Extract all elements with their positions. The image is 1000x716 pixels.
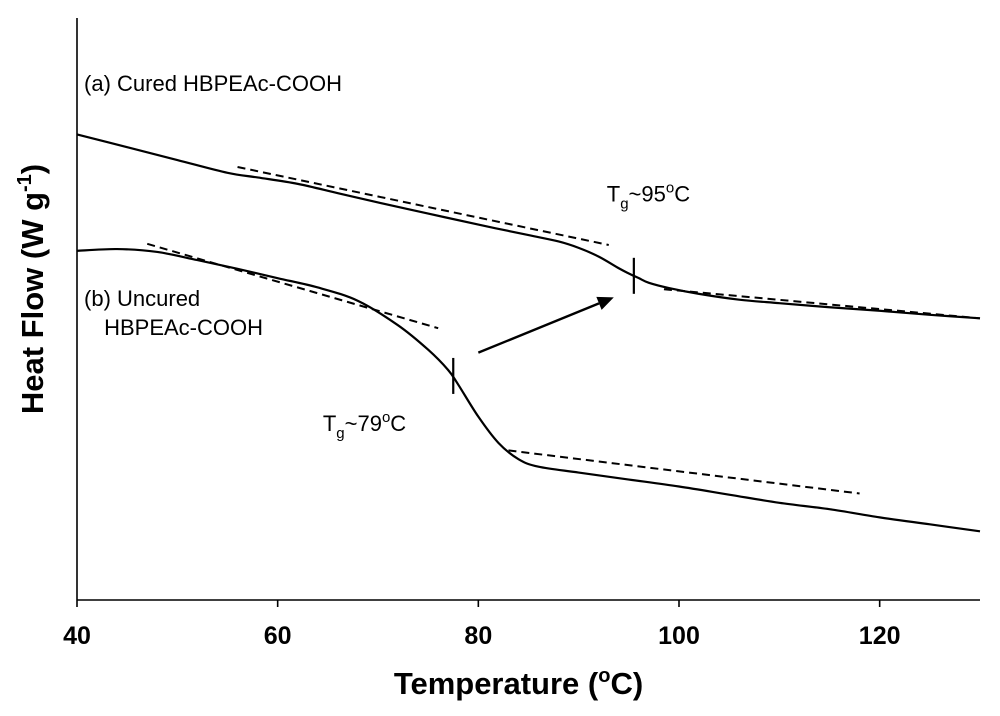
shift-arrow [477, 296, 614, 354]
y-axis-title-main: Heat Flow (W g [15, 192, 50, 414]
x-ticks: 40 60 80 100 120 [63, 600, 901, 650]
y-axis-title-end: ) [15, 164, 50, 174]
shift-arrow-head [596, 296, 614, 310]
x-axis-title-end: C) [610, 666, 643, 701]
annotation-label-b2: HBPEAc-COOH [104, 315, 263, 340]
x-axis-title: Temperature (oC) [394, 665, 643, 701]
series-line-cured [76, 133, 981, 320]
x-tick-label-40: 40 [63, 622, 91, 650]
annotation-label-a: (a) Cured HBPEAc-COOH [84, 71, 342, 96]
baseline-tangent-3 [508, 449, 860, 495]
x-tick-label-100: 100 [658, 622, 700, 650]
x-tick-label-80: 80 [464, 622, 492, 650]
annotations: (a) Cured HBPEAc-COOH (b) Uncured HBPEAc-C… [84, 71, 690, 442]
annotation-label-b1: (b) Uncured [84, 286, 200, 311]
annotation-tg-79: Tg~79oC [323, 409, 406, 442]
y-axis-title-sup: -1 [14, 174, 36, 192]
baseline-tangent-1 [663, 288, 981, 320]
series-line-uncured [76, 247, 981, 533]
x-tick-label-60: 60 [264, 622, 292, 650]
baseline-tangent-0 [237, 166, 609, 246]
baseline-tangent-2 [146, 242, 439, 330]
plot-area: 40 60 80 100 120 (a) Cured HBPEAc-COOH (b) Un… [63, 18, 981, 650]
x-tick-label-120: 120 [859, 622, 901, 650]
shift-arrow-shaft [477, 302, 600, 354]
x-axis-title-main: Temperature ( [394, 666, 599, 701]
series-lines [76, 133, 981, 533]
x-axis-title-sup: o [598, 665, 610, 687]
annotation-tg-95: Tg~95oC [607, 179, 690, 212]
y-axis-title: Heat Flow (W g-1) [14, 164, 50, 414]
tangent-lines [146, 166, 981, 495]
tg-markers [452, 257, 635, 394]
